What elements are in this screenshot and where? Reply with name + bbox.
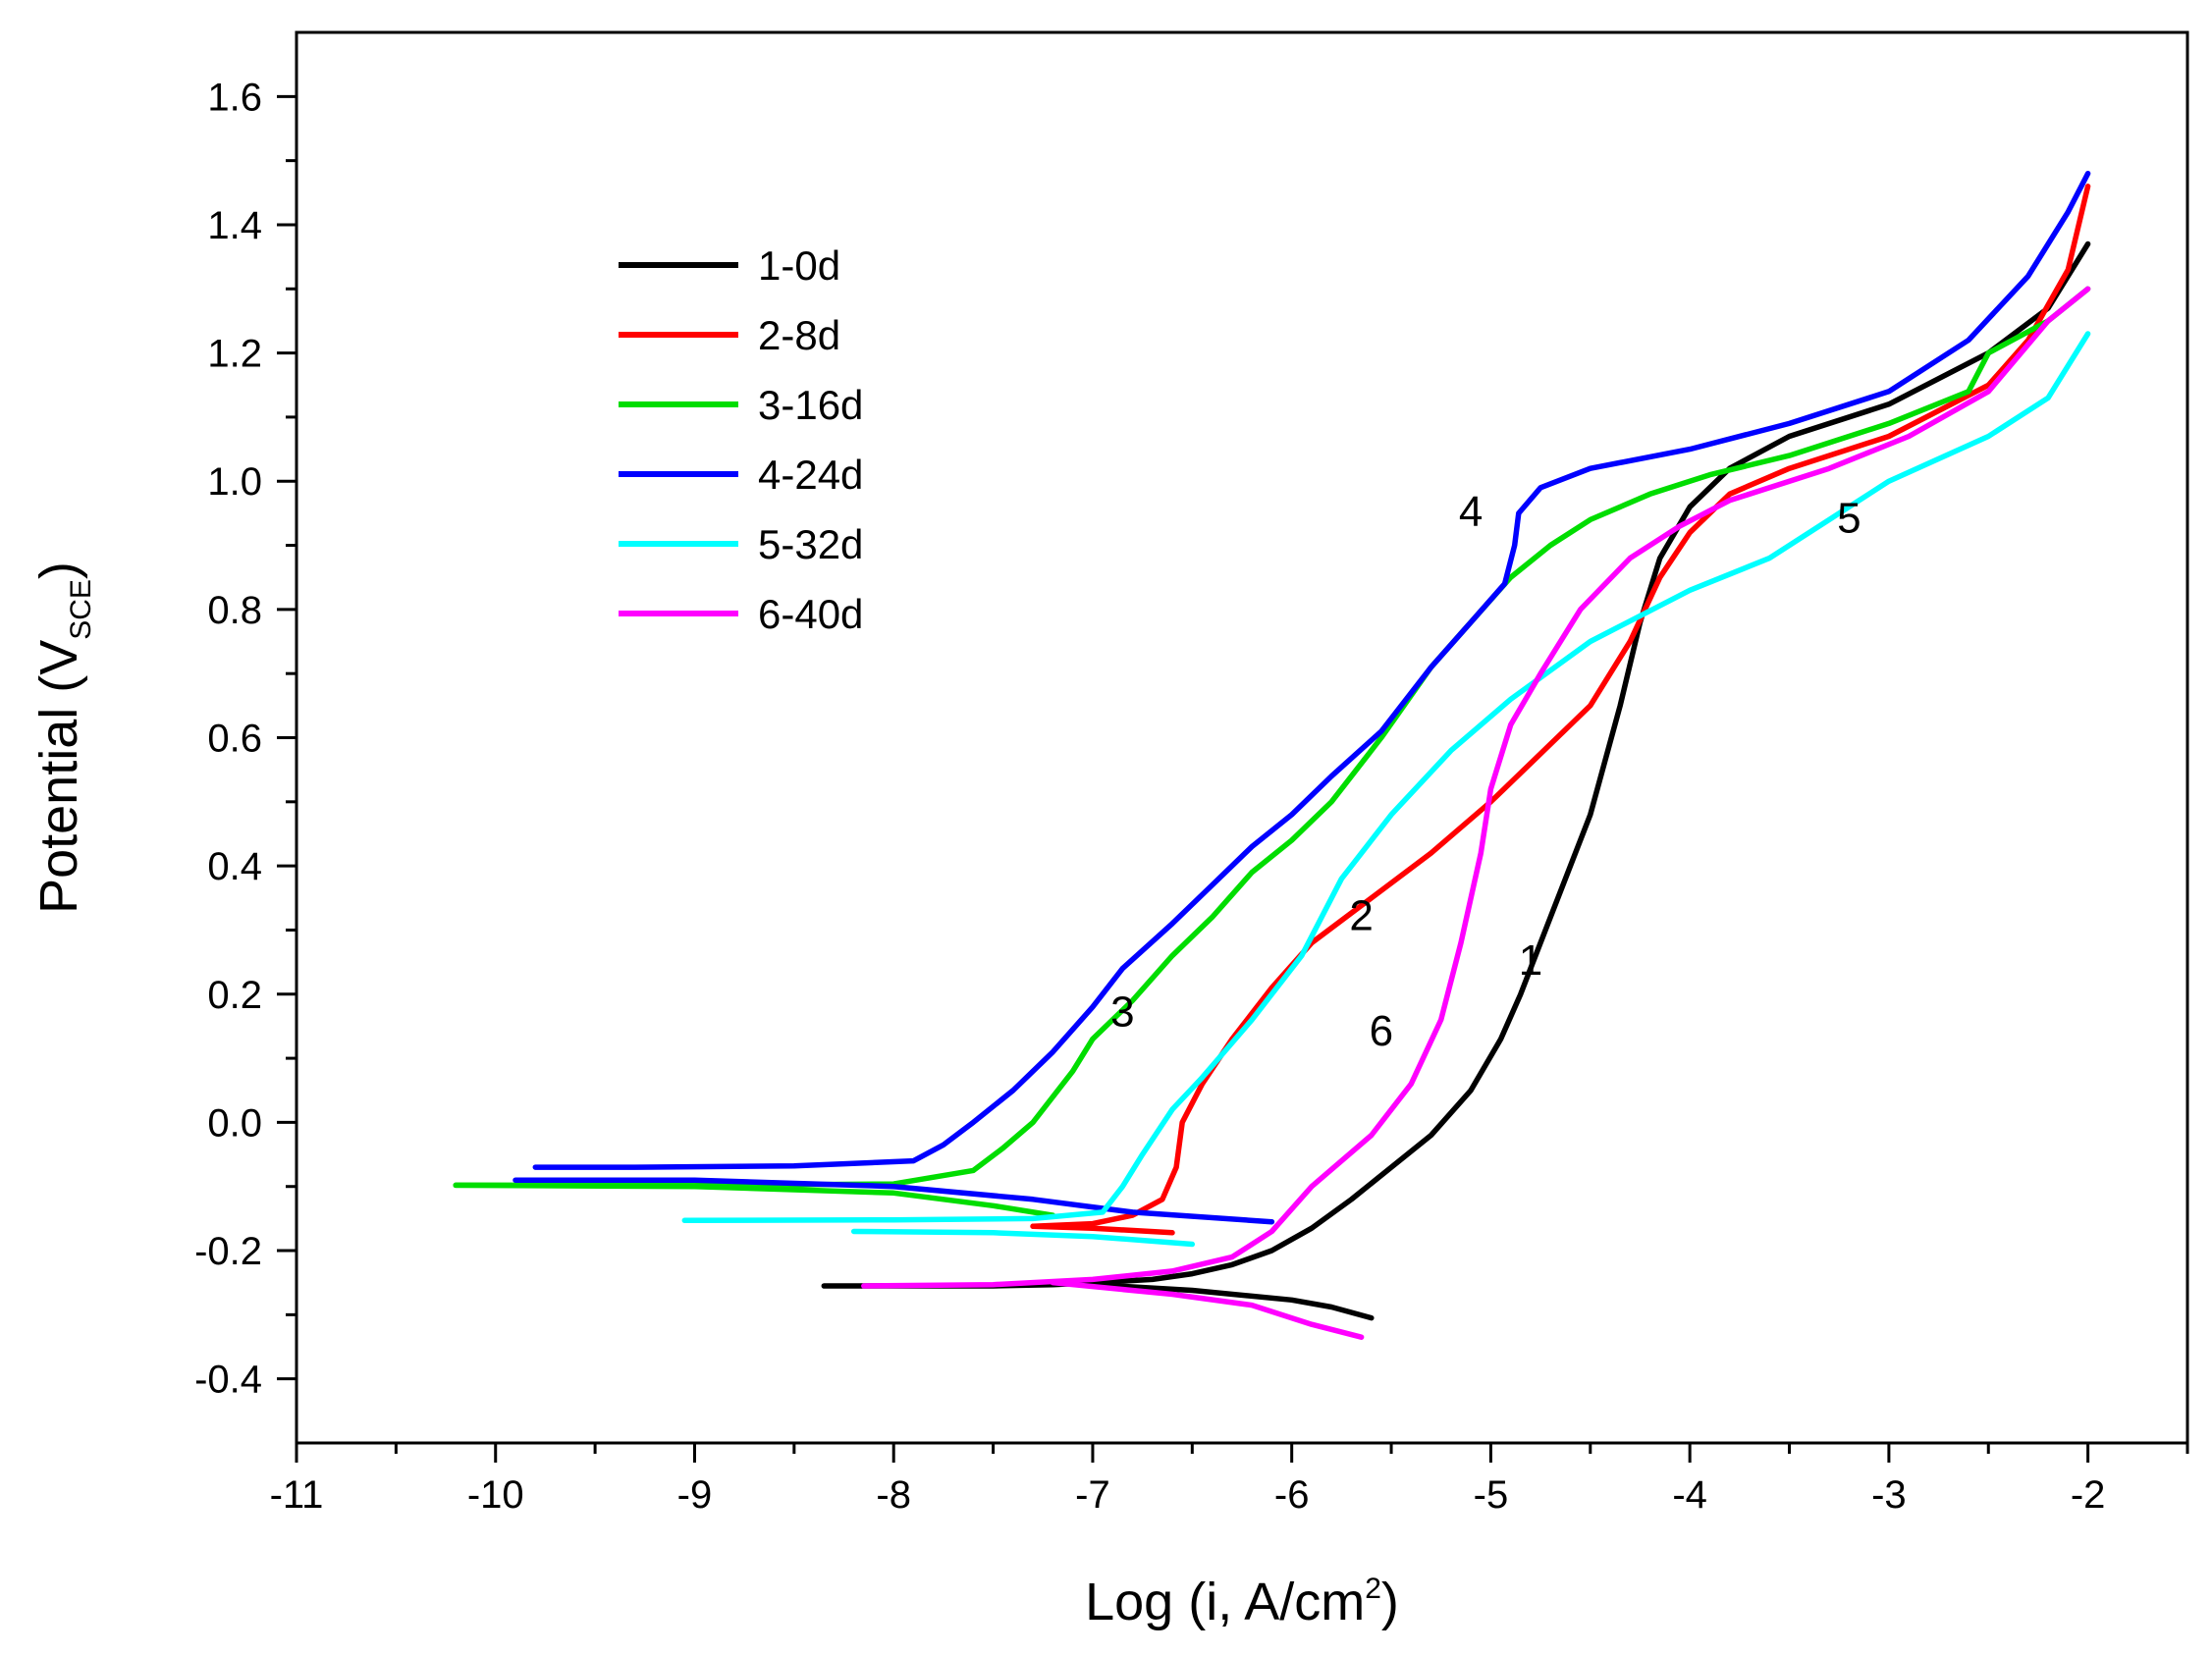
y-tick-label: -0.4 [194, 1359, 262, 1402]
x-tick-label: -10 [467, 1473, 524, 1517]
series-5-32d [681, 331, 2091, 1248]
series-6-40d [861, 286, 2091, 1340]
y-tick-label: 1.2 [207, 333, 262, 376]
x-tick-label: -11 [270, 1473, 324, 1517]
legend: 1-0d 2-8d 3-16d 4-24d 5-32d 6-40d [619, 242, 863, 637]
series-cathodic-branch-1-0d [1090, 1281, 1375, 1321]
curve-number-label: 4 [1459, 488, 1483, 536]
y-axis-title: Potential (VSCE) [29, 561, 97, 914]
series-cathodic-branch-3-16d [453, 1182, 1056, 1218]
series-1-0d [821, 240, 2091, 1321]
legend-label: 5-32d [758, 521, 863, 567]
x-tick-label: -9 [677, 1473, 713, 1517]
legend-label: 2-8d [758, 312, 840, 358]
series-cathodic-branch-5-32d [850, 1228, 1196, 1248]
series-3-16d [453, 286, 2091, 1218]
legend-label: 3-16d [758, 382, 863, 428]
axes-layer: -11 -10 -9 -8 -7 -6 -5 -4 -3 -2 -0.4 -0.2 0.0 0.2 0.4 0… [194, 76, 2189, 1517]
y-tick-label: -0.2 [194, 1230, 262, 1273]
series-cathodic-branch-6-40d [1050, 1279, 1365, 1340]
series-cathodic-branch-4-24d [513, 1177, 1275, 1225]
x-tick-label: -7 [1075, 1473, 1110, 1517]
y-tick-label: 0.8 [207, 589, 262, 632]
x-tick-label: -8 [876, 1473, 911, 1517]
series-4-24d [513, 170, 2091, 1225]
x-tick-label: -2 [2071, 1473, 2106, 1517]
series-line-1-0d [821, 240, 2091, 1289]
x-tick-label: -5 [1474, 1473, 1509, 1517]
curve-number-label: 6 [1370, 1007, 1393, 1055]
series-layer [453, 170, 2091, 1340]
series-line-5-32d [681, 331, 2091, 1224]
y-tick-label: 0.0 [207, 1101, 262, 1145]
y-tick-label: 1.4 [207, 204, 262, 247]
series-line-6-40d [861, 286, 2091, 1289]
x-tick-label: -4 [1672, 1473, 1707, 1517]
curve-number-label: 1 [1519, 936, 1542, 985]
series-line-4-24d [532, 170, 2091, 1170]
y-tick-label: 0.6 [207, 718, 262, 761]
y-tick-label: 0.4 [207, 845, 262, 888]
legend-label: 1-0d [758, 242, 840, 289]
curve-labels: 1 2 3 4 5 6 [1110, 488, 1861, 1055]
x-axis-title: Log (i, A/cm2) [1085, 1573, 1399, 1631]
y-tick-label: 1.0 [207, 460, 262, 504]
curve-number-label: 5 [1837, 494, 1861, 542]
y-tick-label: 1.6 [207, 76, 262, 119]
x-tick-label: -6 [1274, 1473, 1310, 1517]
y-tick-label: 0.2 [207, 974, 262, 1017]
legend-label: 6-40d [758, 591, 863, 637]
curve-number-label: 3 [1110, 988, 1134, 1036]
series-line-3-16d [453, 286, 2091, 1189]
curve-number-label: 2 [1349, 891, 1373, 939]
plot-area-frame [295, 30, 2189, 1445]
legend-label: 4-24d [758, 452, 863, 498]
series-cathodic-branch-2-8d [1030, 1223, 1175, 1236]
x-tick-label: -3 [1871, 1473, 1907, 1517]
